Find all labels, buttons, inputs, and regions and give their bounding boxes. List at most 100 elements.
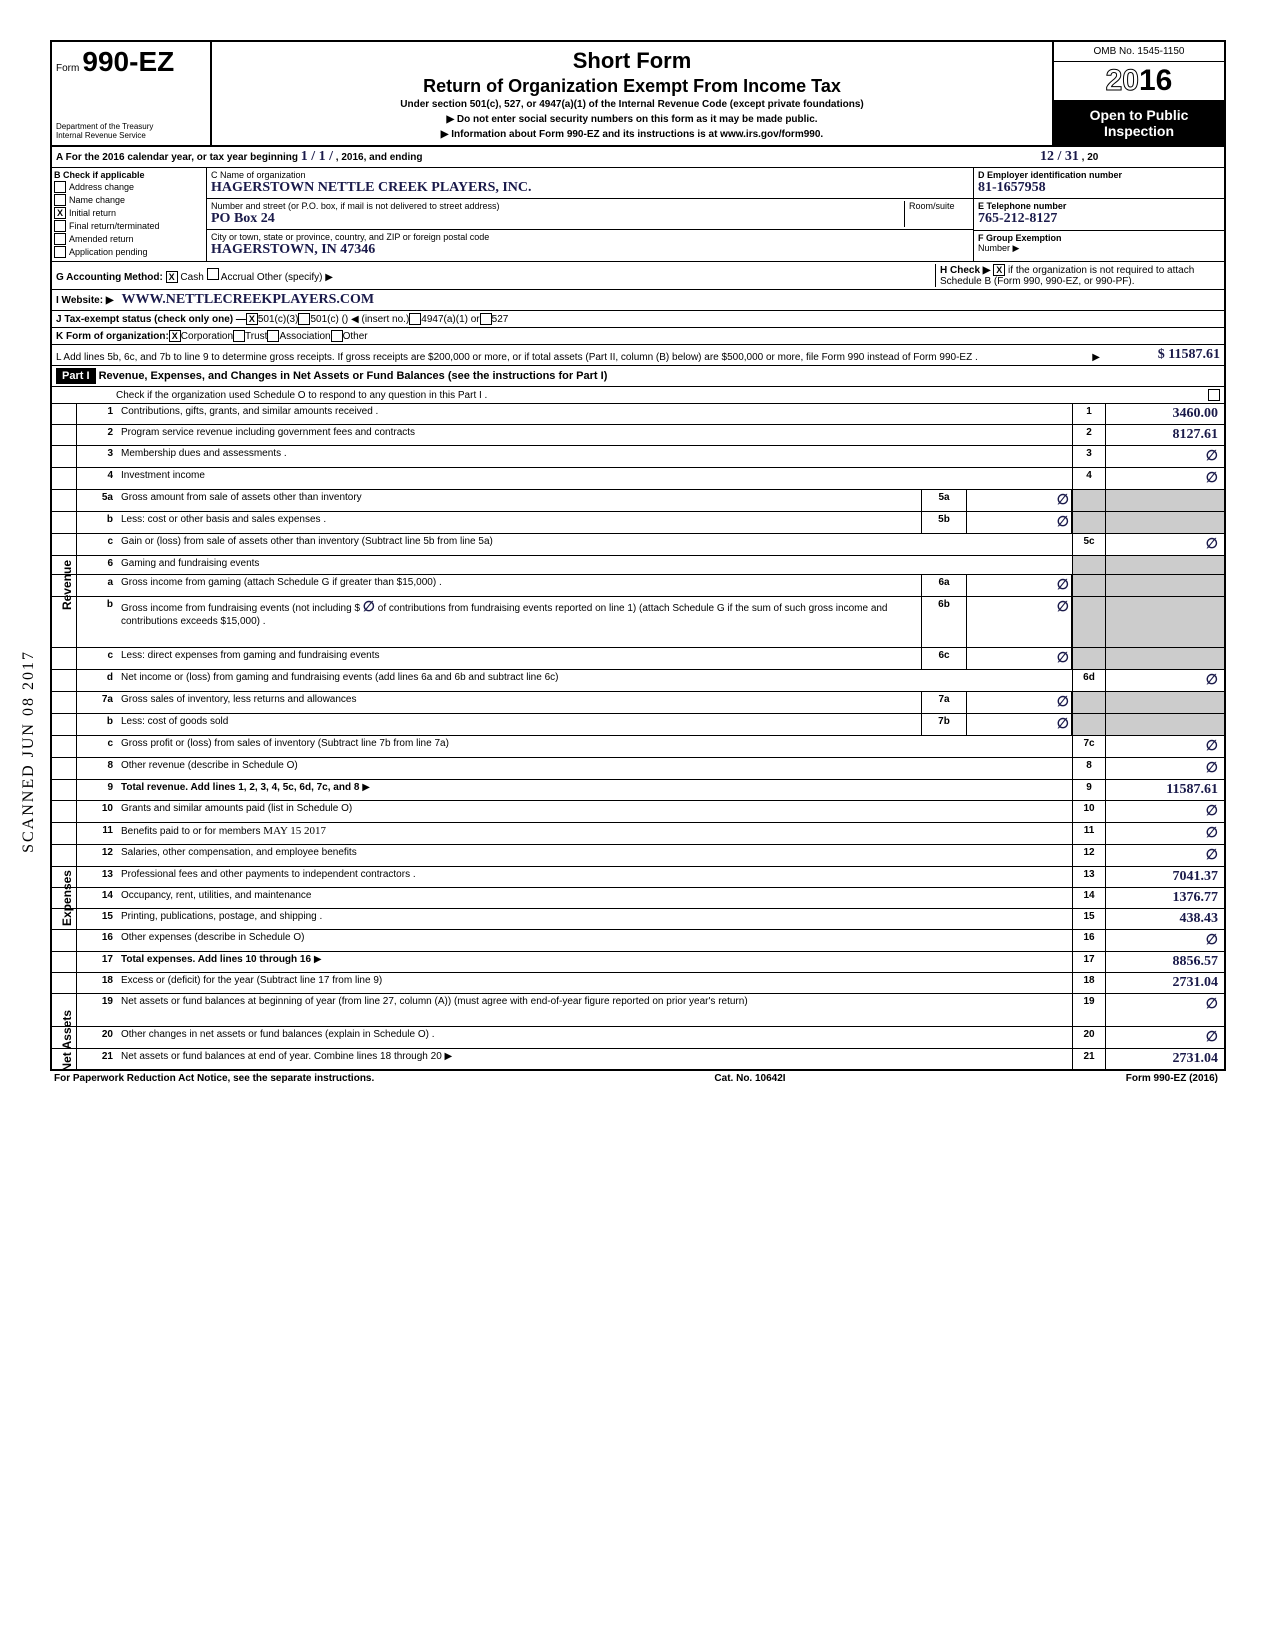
row-j: J Tax-exempt status (check only one) — X… — [52, 311, 1224, 328]
row-l-value: $ 11587.61 — [1100, 347, 1220, 363]
section-bcdef: B Check if applicable Address change Nam… — [52, 168, 1224, 262]
chk-address-change[interactable]: Address change — [54, 181, 204, 193]
line-6: 6Gaming and fundraising events — [52, 556, 1224, 575]
line-5b: bLess: cost or other basis and sales exp… — [52, 512, 1224, 534]
chk-final-return[interactable]: Final return/terminated — [54, 220, 204, 232]
line-18: 18Excess or (deficit) for the year (Subt… — [52, 973, 1224, 994]
header-right: OMB No. 1545-1150 2016 Open to Public In… — [1054, 42, 1224, 145]
line-19: 19Net assets or fund balances at beginni… — [52, 994, 1224, 1027]
netassets-label: Net Assets — [60, 1010, 74, 1072]
footer-left: For Paperwork Reduction Act Notice, see … — [54, 1073, 374, 1084]
group-exempt-label: F Group Exemption — [978, 233, 1062, 243]
col-b-header: B Check if applicable — [54, 170, 145, 180]
ein-value: 81-1657958 — [978, 180, 1046, 195]
row-l: L Add lines 5b, 6c, and 7b to line 9 to … — [52, 345, 1224, 366]
chk-schedule-o[interactable] — [1208, 389, 1220, 401]
street-value: PO Box 24 — [211, 211, 275, 226]
line-15: 15Printing, publications, postage, and s… — [52, 909, 1224, 930]
warn-ssn: ▶ Do not enter social security numbers o… — [216, 114, 1048, 125]
received-stamp: MAY 15 2017 — [263, 825, 326, 837]
subtitle: Under section 501(c), 527, or 4947(a)(1)… — [216, 99, 1048, 110]
scanned-stamp: SCANNED JUN 08 2017 — [20, 650, 38, 853]
part-i-title: Revenue, Expenses, and Changes in Net As… — [99, 370, 608, 382]
header-center: Short Form Return of Organization Exempt… — [212, 42, 1054, 145]
chk-pending[interactable]: Application pending — [54, 246, 204, 258]
chk-name-change[interactable]: Name change — [54, 194, 204, 206]
row-a-mid: , 2016, and ending — [336, 152, 423, 163]
chk-amended[interactable]: Amended return — [54, 233, 204, 245]
line-21: 21Net assets or fund balances at end of … — [52, 1049, 1224, 1069]
chk-501c3[interactable]: X — [246, 313, 258, 325]
line-20: 20Other changes in net assets or fund ba… — [52, 1027, 1224, 1049]
chk-initial-return[interactable]: XInitial return — [54, 207, 204, 219]
city-label: City or town, state or province, country… — [211, 232, 969, 242]
line-6b: b Gross income from fundraising events (… — [52, 597, 1224, 648]
website-label: I Website: ▶ — [56, 295, 114, 306]
title-short-form: Short Form — [216, 48, 1048, 74]
expenses-label: Expenses — [60, 870, 74, 926]
info-link: ▶ Information about Form 990-EZ and its … — [216, 129, 1048, 140]
part-i-label: Part I — [56, 368, 96, 384]
line-7c: cGross profit or (loss) from sales of in… — [52, 736, 1224, 758]
chk-cash[interactable]: X — [166, 271, 178, 283]
chk-h[interactable]: X — [993, 264, 1005, 276]
line-7a: 7aGross sales of inventory, less returns… — [52, 692, 1224, 714]
chk-other[interactable] — [331, 330, 343, 342]
name-label: C Name of organization — [211, 170, 969, 180]
omb-number: OMB No. 1545-1150 — [1054, 42, 1224, 62]
row-j-label: J Tax-exempt status (check only one) — — [56, 314, 246, 325]
line-5c: cGain or (loss) from sale of assets othe… — [52, 534, 1224, 556]
line-3: 3Membership dues and assessments . 3∅ — [52, 446, 1224, 468]
row-h-label: H Check ▶ — [940, 265, 990, 276]
line-7b: bLess: cost of goods sold 7b∅ — [52, 714, 1224, 736]
line-4: 4Investment income 4∅ — [52, 468, 1224, 490]
line-17: 17Total expenses. Add lines 10 through 1… — [52, 952, 1224, 973]
chk-527[interactable] — [480, 313, 492, 325]
row-g-h: G Accounting Method: X Cash Accrual Othe… — [52, 262, 1224, 290]
line-14: 14Occupancy, rent, utilities, and mainte… — [52, 888, 1224, 909]
title-return: Return of Organization Exempt From Incom… — [216, 76, 1048, 97]
begin-date: 1 / 1 / — [301, 149, 333, 164]
line-6d: dNet income or (loss) from gaming and fu… — [52, 670, 1224, 692]
row-i: I Website: ▶ WWW.NETTLECREEKPLAYERS.COM — [52, 290, 1224, 311]
line-8: 8Other revenue (describe in Schedule O) … — [52, 758, 1224, 780]
row-k: K Form of organization: X Corporation Tr… — [52, 328, 1224, 345]
part-i-header: Part I Revenue, Expenses, and Changes in… — [52, 366, 1224, 387]
chk-4947[interactable] — [409, 313, 421, 325]
line-10: 10Grants and similar amounts paid (list … — [52, 801, 1224, 823]
form-990ez: Form 990-EZ Department of the Treasury I… — [50, 40, 1226, 1071]
footer: For Paperwork Reduction Act Notice, see … — [50, 1071, 1222, 1086]
row-k-label: K Form of organization: — [56, 331, 169, 342]
ein-label: D Employer identification number — [978, 170, 1122, 180]
revenue-label: Revenue — [60, 560, 74, 610]
row-a-label: A For the 2016 calendar year, or tax yea… — [56, 152, 298, 163]
header-left: Form 990-EZ Department of the Treasury I… — [52, 42, 212, 145]
chk-trust[interactable] — [233, 330, 245, 342]
tax-year: 2016 — [1054, 62, 1224, 101]
chk-assoc[interactable] — [267, 330, 279, 342]
line-5a: 5aGross amount from sale of assets other… — [52, 490, 1224, 512]
row-g-label: G Accounting Method: — [56, 272, 163, 283]
group-number-label: Number ▶ — [978, 243, 1019, 253]
line-16: 16Other expenses (describe in Schedule O… — [52, 930, 1224, 952]
row-l-text: L Add lines 5b, 6c, and 7b to line 9 to … — [56, 352, 1092, 363]
city-value: HAGERSTOWN, IN 47346 — [211, 242, 375, 257]
col-def: D Employer identification number 81-1657… — [974, 168, 1224, 261]
end-date: 12 / 31 — [1040, 149, 1079, 164]
line-2: 2Program service revenue including gover… — [52, 425, 1224, 446]
line-1: 1Contributions, gifts, grants, and simil… — [52, 404, 1224, 425]
chk-accrual[interactable] — [207, 268, 219, 280]
tel-label: E Telephone number — [978, 201, 1066, 211]
website-value: WWW.NETTLECREEKPLAYERS.COM — [122, 292, 375, 308]
col-b: B Check if applicable Address change Nam… — [52, 168, 207, 261]
row-a-suffix: , 20 — [1082, 152, 1099, 163]
line-11: 11 Benefits paid to or for members MAY 1… — [52, 823, 1224, 845]
chk-corp[interactable]: X — [169, 330, 181, 342]
col-c: C Name of organization HAGERSTOWN NETTLE… — [207, 168, 974, 261]
row-a: A For the 2016 calendar year, or tax yea… — [52, 147, 1224, 168]
chk-501c[interactable] — [298, 313, 310, 325]
footer-mid: Cat. No. 10642I — [714, 1073, 785, 1084]
tel-value: 765-212-8127 — [978, 211, 1057, 226]
header-row: Form 990-EZ Department of the Treasury I… — [52, 42, 1224, 147]
line-12: 12Salaries, other compensation, and empl… — [52, 845, 1224, 867]
